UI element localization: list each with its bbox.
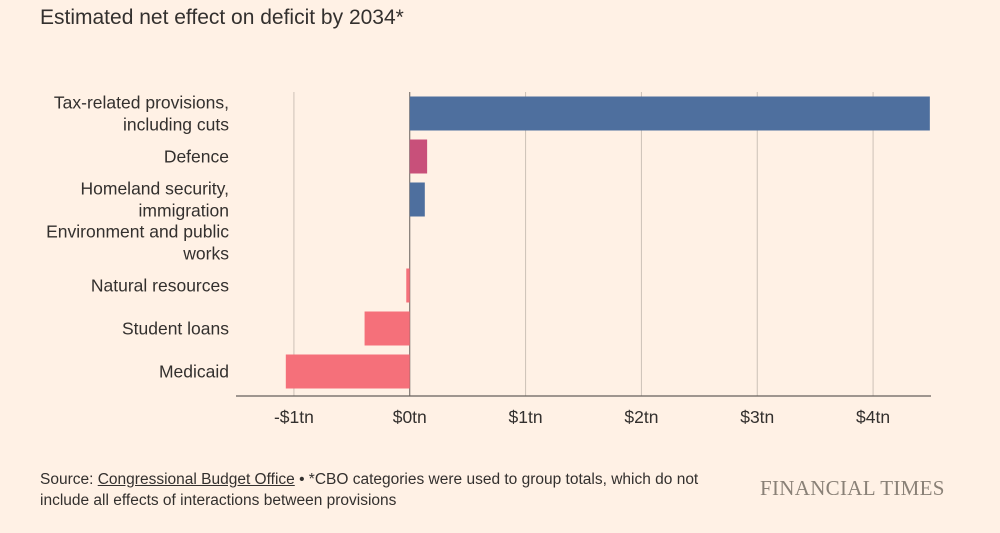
ft-logo: FINANCIAL TIMES: [760, 476, 945, 500]
category-label: Student loans: [122, 319, 229, 339]
x-tick-label: $2tn: [624, 407, 658, 427]
x-tick-label: $3tn: [740, 407, 774, 427]
category-label: Environment and public works: [46, 222, 229, 264]
category-label: Defence: [164, 147, 229, 167]
bar: [409, 139, 428, 174]
chart-title: Estimated net effect on deficit by 2034*: [40, 6, 404, 29]
source-note: Source: Congressional Budget Office • *C…: [40, 469, 740, 511]
x-axis: -$1tn $0tn $1tn $2tn $3tn $4tn: [236, 395, 931, 427]
x-tick-label: $4tn: [856, 407, 890, 427]
x-tick-label: $1tn: [509, 407, 543, 427]
category-labels: Tax-related provisions, including cuts Def…: [46, 93, 229, 382]
x-tick-label: $0tn: [393, 407, 427, 427]
gridlines: [293, 92, 874, 396]
category-label: Tax-related provisions, including cuts: [54, 93, 229, 135]
source-prefix: Source:: [40, 471, 98, 488]
x-tick-label: -$1tn: [274, 407, 314, 427]
category-label: Homeland security, immigration: [81, 179, 230, 221]
bars: [285, 96, 930, 389]
category-label: Medicaid: [159, 362, 229, 382]
bar: [409, 96, 930, 131]
category-label: Natural resources: [91, 276, 229, 296]
source-link[interactable]: Congressional Budget Office: [97, 471, 295, 488]
bar: [406, 268, 410, 303]
bar: [285, 354, 410, 389]
source-footnote: • *CBO categories were used to group tot…: [40, 471, 699, 509]
bar: [409, 182, 425, 217]
bar: [364, 311, 410, 346]
